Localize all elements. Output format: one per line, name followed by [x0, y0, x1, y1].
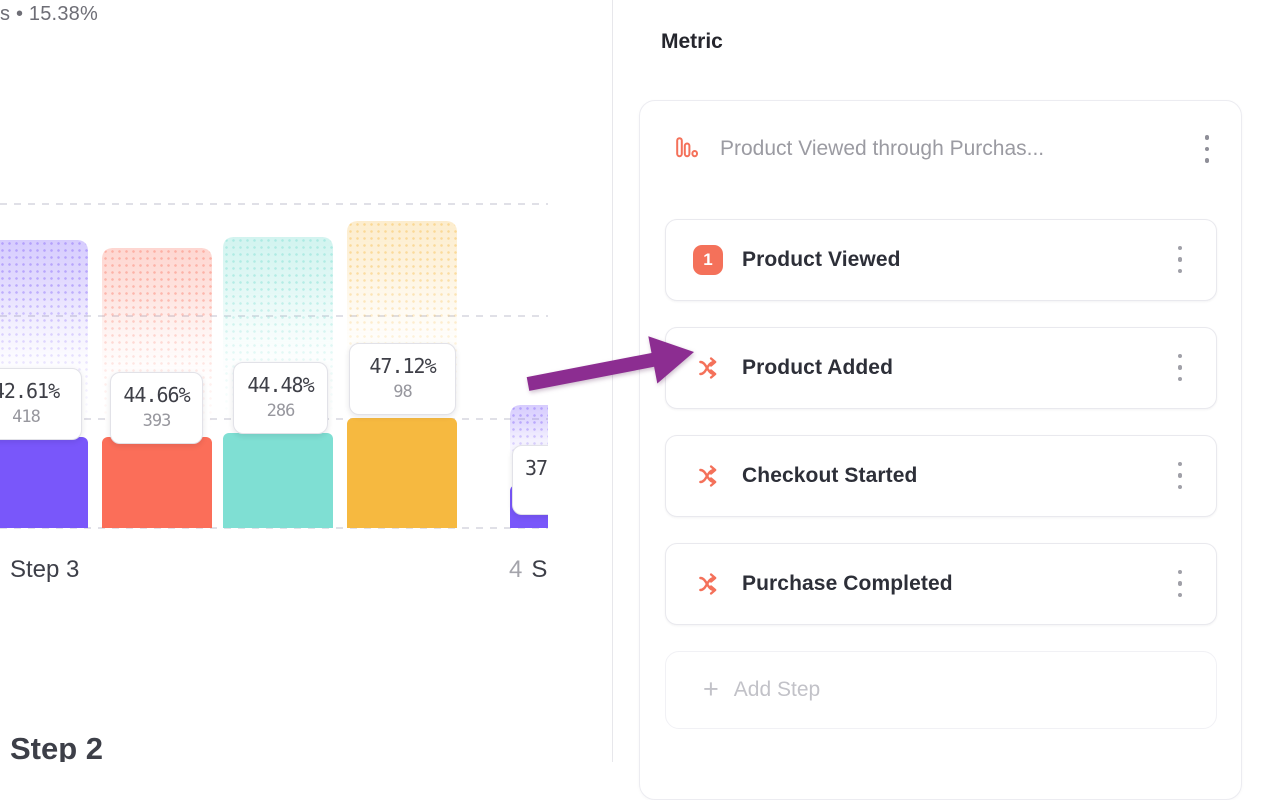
pct-label: 44.48% — [247, 373, 314, 397]
step2-section-heading: Step 2 — [10, 731, 104, 762]
chart-clip-region: s • 15.38% 42.61% 418 44.66% 393 44.48 — [0, 0, 548, 762]
gridline — [0, 203, 548, 205]
step-row-product-added[interactable]: Product Added — [665, 326, 1217, 409]
step-row-checkout-started[interactable]: Checkout Started — [665, 434, 1217, 517]
step-label: Product Viewed — [742, 247, 901, 271]
value-box-5: 37 — [512, 445, 548, 515]
metric-kebab-menu[interactable] — [1201, 131, 1214, 167]
count-label: 393 — [142, 411, 172, 431]
shuffle-icon — [693, 569, 723, 599]
pct-label: 44.66% — [123, 383, 190, 407]
conversion-summary-text: s • 15.38% — [0, 3, 98, 25]
value-box-4: 47.12% 98 — [349, 343, 456, 415]
value-box-2: 44.66% 393 — [110, 372, 203, 444]
value-box-3: 44.48% 286 — [233, 362, 328, 434]
annotation-arrow — [526, 336, 694, 391]
metric-panel: Metric Product Viewed through Purchas...… — [612, 0, 1264, 800]
x-axis-step-number: 4 — [509, 556, 523, 583]
funnel-bar-solid-2[interactable] — [102, 437, 212, 528]
pct-label: 42.61% — [0, 379, 60, 403]
step-row-purchase-completed[interactable]: Purchase Completed — [665, 542, 1217, 625]
step-1-badge: 1 — [693, 244, 723, 275]
add-step-button[interactable]: + Add Step — [665, 650, 1217, 729]
funnel-chart-icon — [676, 136, 698, 157]
x-axis-step-text-clipped: S — [531, 556, 548, 583]
funnel-bar-solid-3[interactable] — [223, 433, 333, 528]
gridline — [0, 315, 548, 317]
pct-label: 47.12% — [369, 354, 436, 378]
x-axis-label-step3: Step 3 — [10, 556, 80, 583]
add-step-label: Add Step — [733, 677, 821, 701]
funnel-bar-solid-1[interactable] — [0, 437, 88, 528]
count-label: 286 — [266, 401, 296, 421]
step-kebab-menu[interactable] — [1174, 350, 1187, 386]
shuffle-icon — [693, 461, 723, 491]
metric-card-header[interactable]: Product Viewed through Purchas... — [640, 101, 1241, 167]
metric-title: Product Viewed through Purchas... — [720, 136, 1045, 160]
shuffle-icon — [693, 353, 723, 383]
step-kebab-menu[interactable] — [1174, 242, 1187, 278]
plus-icon: + — [703, 674, 719, 704]
count-label: 98 — [393, 382, 412, 402]
funnel-bar-solid-4[interactable] — [347, 418, 457, 528]
value-box-1: 42.61% 418 — [0, 368, 82, 440]
step-kebab-menu[interactable] — [1174, 458, 1187, 494]
step-label: Product Added — [742, 355, 894, 379]
panel-heading: Metric — [661, 30, 723, 53]
step-label: Purchase Completed — [742, 571, 953, 595]
funnel-chart-area: s • 15.38% 42.61% 418 44.66% 393 44.48 — [0, 0, 612, 762]
step-label: Checkout Started — [742, 463, 918, 487]
gridline — [0, 527, 548, 529]
step-kebab-menu[interactable] — [1174, 566, 1187, 602]
step-row-product-viewed[interactable]: 1 Product Viewed — [665, 218, 1217, 301]
metric-card: Product Viewed through Purchas... 1 Prod… — [639, 100, 1242, 800]
count-label: 418 — [12, 407, 41, 427]
step-list: 1 Product Viewed Product Added — [640, 167, 1241, 729]
pct-label: 37 — [525, 456, 548, 480]
